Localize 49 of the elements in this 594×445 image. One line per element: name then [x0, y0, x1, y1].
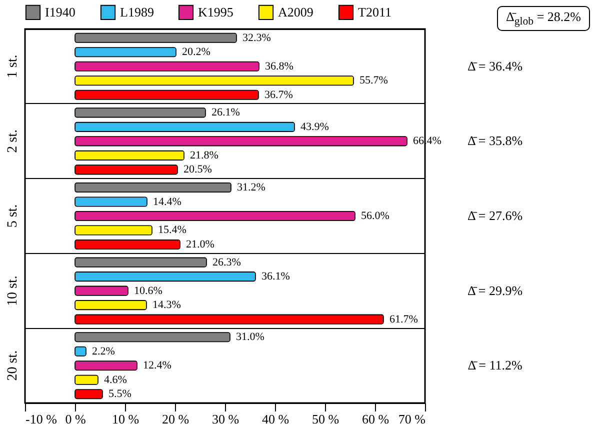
x-tick-label: 10 %	[112, 412, 140, 426]
text: Δ̄ = 35.8%	[467, 133, 523, 148]
data-label: 21.0%	[186, 238, 214, 250]
x-tick-label: 0 %	[65, 412, 86, 426]
x-tick-label: 20 %	[162, 412, 190, 426]
x-tick-label: -10 %	[26, 412, 58, 426]
text: Δ̄ = 11.2%	[468, 358, 522, 373]
legend-label: T2011	[358, 4, 392, 20]
data-label: 14.4%	[153, 196, 182, 208]
x-tick-label: 60 %	[362, 412, 390, 426]
y-tick-label: 2 st.	[6, 130, 20, 153]
y-tick-label: 1 st.	[6, 54, 20, 78]
data-label: 10.6%	[134, 284, 162, 297]
y-tick-label: 5 st.	[6, 204, 20, 228]
legend-label: I1940	[45, 4, 76, 20]
data-label: 5.5%	[108, 388, 132, 400]
data-label: 15.4%	[158, 224, 186, 236]
x-tick-label: 40 %	[262, 412, 290, 426]
data-label: 20.5%	[184, 164, 212, 176]
data-label: 31.2%	[237, 182, 266, 194]
text: Δ̄ = 29.9%	[467, 282, 523, 298]
data-label: 32.3%	[242, 32, 271, 44]
data-label: 56.0%	[361, 210, 390, 222]
legend-label: L1989	[120, 4, 154, 20]
x-tick-label: 70 %	[398, 412, 426, 426]
data-label: 2.2%	[92, 345, 115, 358]
legend-label: K1995	[198, 4, 234, 20]
text: Δ̄$_{glob}$ = 28.2%	[496, 6, 590, 31]
data-label: 61.7%	[390, 313, 418, 326]
data-label: 26.1%	[212, 106, 240, 119]
data-label: 21.8%	[190, 149, 218, 162]
data-label: 43.9%	[300, 120, 329, 133]
data-label: 12.4%	[143, 360, 172, 372]
text: Δ̄ = 36.4%	[467, 58, 523, 74]
data-label: 36.8%	[265, 60, 294, 72]
y-tick-label: 20 st.	[6, 350, 20, 381]
data-label: 36.1%	[262, 270, 290, 283]
y-tick-label: 10 st.	[6, 276, 20, 306]
x-tick-label: 30 %	[212, 412, 240, 426]
data-label: 55.7%	[360, 74, 388, 87]
data-label: 26.3%	[212, 256, 241, 268]
data-label: 14.3%	[152, 299, 181, 312]
data-label: 20.2%	[182, 46, 210, 58]
text: Δ̄ = 27.6%	[467, 208, 523, 223]
data-label: 31.0%	[236, 331, 264, 344]
data-label: 36.7%	[264, 88, 293, 101]
data-label: 4.6%	[104, 374, 127, 386]
x-tick-label: 50 %	[312, 412, 340, 426]
legend-label: A2009	[278, 4, 314, 20]
